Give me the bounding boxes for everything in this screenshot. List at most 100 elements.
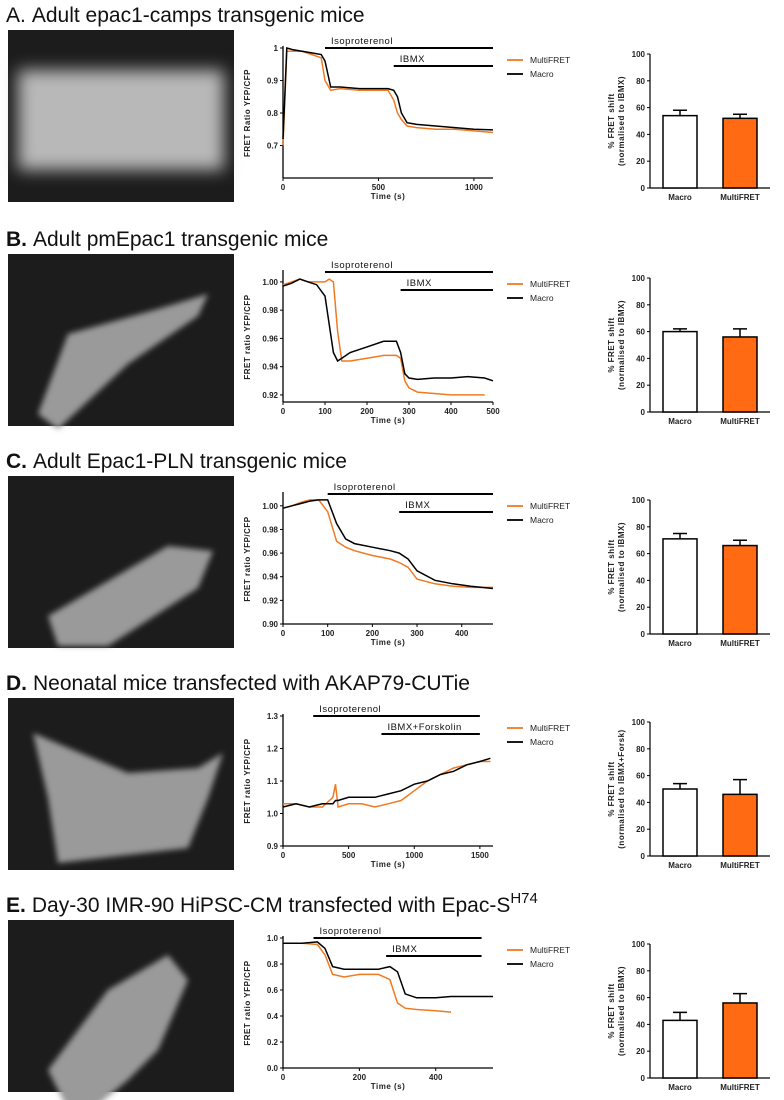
panel: C. Adult Epac1-PLN transgenic mice 0.90 0.9…	[6, 450, 770, 648]
legend-label: Macro	[530, 293, 554, 303]
panel: A. Adult epac1-camps transgenic mice 0.7 0.…	[6, 4, 770, 202]
y-tick-label: 0.94	[262, 573, 278, 582]
legend-label: MultiFRET	[530, 279, 570, 289]
y-tick-label: 1.3	[267, 712, 279, 721]
treatment-label: IBMX	[392, 944, 417, 955]
series-line	[283, 760, 491, 808]
y-tick-label: 0.7	[267, 142, 279, 151]
series-line	[283, 942, 452, 1013]
x-tick-label: Macro	[668, 861, 692, 870]
error-bar	[733, 113, 747, 119]
y-tick-label: 0	[641, 408, 646, 417]
x-axis-label: Time (s)	[371, 416, 406, 425]
error-bar	[673, 782, 687, 789]
bar	[722, 117, 758, 189]
y-tick-label: 40	[636, 798, 645, 807]
y-tick-label: 0.92	[262, 596, 278, 605]
x-tick-label: Macro	[668, 417, 692, 426]
series-line	[282, 757, 491, 808]
x-tick-label: 300	[402, 407, 416, 416]
y-axis-label: FRET ratio YFP/CFP	[243, 738, 252, 823]
series-line	[282, 499, 493, 589]
treatment-label: IBMX	[400, 54, 425, 65]
y-tick-label: 80	[636, 523, 645, 532]
legend-label: MultiFRET	[530, 945, 570, 955]
legend-label: MultiFRET	[530, 55, 570, 65]
y-tick-label: 40	[636, 576, 645, 585]
y-axis-label: % FRET shift	[607, 761, 616, 816]
x-tick-label: 0	[281, 407, 286, 416]
micrograph	[8, 254, 234, 429]
x-tick-label: 100	[318, 407, 332, 416]
legend-label: Macro	[530, 737, 554, 747]
y-tick-label: 80	[636, 745, 645, 754]
panel: B. Adult pmEpac1 transgenic mice 0.92 0.94 0…	[6, 228, 770, 429]
panel: E. Day-30 IMR-90 HiPSC-CM transfected wit…	[6, 890, 770, 1100]
y-tick-label: 0	[641, 1074, 646, 1083]
micrograph	[8, 476, 234, 648]
y-tick-label: 20	[636, 825, 645, 834]
y-tick-label: 100	[632, 718, 646, 727]
bar	[722, 336, 758, 413]
treatment-label: IBMX	[407, 278, 432, 289]
y-axis-label: FRET Ratio YFP/CFP	[243, 69, 252, 157]
y-tick-label: 1	[274, 44, 279, 53]
error-bar	[733, 539, 747, 546]
cell	[18, 70, 224, 170]
bar	[662, 114, 698, 189]
x-axis-label: Time (s)	[371, 860, 406, 869]
y-tick-label: 100	[632, 50, 646, 59]
y-tick-label: 20	[636, 1047, 645, 1056]
y-axis-label: (normalised to IBMX)	[617, 300, 626, 390]
x-tick-label: 500	[486, 407, 500, 416]
x-tick-label: MultiFRET	[720, 417, 760, 426]
y-tick-label: 0.96	[262, 334, 278, 343]
panel-label: D.	[6, 672, 27, 695]
series-line	[282, 47, 494, 140]
treatment-label: Isoproterenol	[319, 704, 381, 715]
micrograph	[8, 30, 234, 202]
y-tick-label: 60	[636, 550, 645, 559]
y-tick-label: 0.4	[267, 1012, 279, 1021]
y-axis-label: FRET ratio YFP/CFP	[243, 294, 252, 379]
x-tick-label: 100	[321, 629, 335, 638]
y-axis-label: (normalised to IBMX)	[617, 522, 626, 612]
x-tick-label: 0	[281, 1073, 286, 1082]
y-tick-label: 1.00	[262, 502, 278, 511]
y-tick-label: 20	[636, 381, 645, 390]
y-tick-label: 0.0	[267, 1064, 279, 1073]
y-tick-label: 0.6	[267, 986, 279, 995]
x-tick-label: 0	[281, 851, 286, 860]
y-tick-label: 80	[636, 301, 645, 310]
y-axis-label: FRET ratio YFP/CFP	[243, 960, 252, 1045]
y-tick-label: 80	[636, 77, 645, 86]
y-tick-label: 0	[641, 852, 646, 861]
x-tick-label: 200	[353, 1073, 367, 1082]
y-tick-label: 20	[636, 157, 645, 166]
panel-heading: Adult Epac1-PLN transgenic mice	[33, 450, 347, 473]
y-tick-label: 0.94	[262, 363, 278, 372]
y-tick-label: 60	[636, 994, 645, 1003]
cell	[33, 733, 223, 863]
x-tick-label: Macro	[668, 1083, 692, 1092]
legend-label: MultiFRET	[530, 723, 570, 733]
treatment-label: IBMX+Forskolin	[387, 722, 461, 733]
y-tick-label: 40	[636, 354, 645, 363]
error-bar	[673, 328, 687, 332]
y-tick-label: 0	[641, 630, 646, 639]
x-tick-label: 1000	[465, 183, 483, 192]
y-tick-label: 0.90	[262, 620, 278, 629]
x-tick-label: 500	[342, 851, 356, 860]
bar	[722, 793, 758, 857]
x-tick-label: 1500	[471, 851, 489, 860]
panel-label: E.	[6, 894, 26, 917]
micrograph	[8, 698, 234, 870]
x-tick-label: MultiFRET	[720, 193, 760, 202]
y-axis-label: (normalised to IBMX)	[617, 966, 626, 1056]
panel-title: B. Adult pmEpac1 transgenic mice	[6, 228, 328, 251]
x-tick-label: 0	[281, 183, 286, 192]
y-tick-label: 0.92	[262, 391, 278, 400]
y-tick-label: 0.9	[267, 77, 279, 86]
y-tick-label: 1.1	[267, 777, 279, 786]
panel-title: C. Adult Epac1-PLN transgenic mice	[6, 450, 347, 473]
